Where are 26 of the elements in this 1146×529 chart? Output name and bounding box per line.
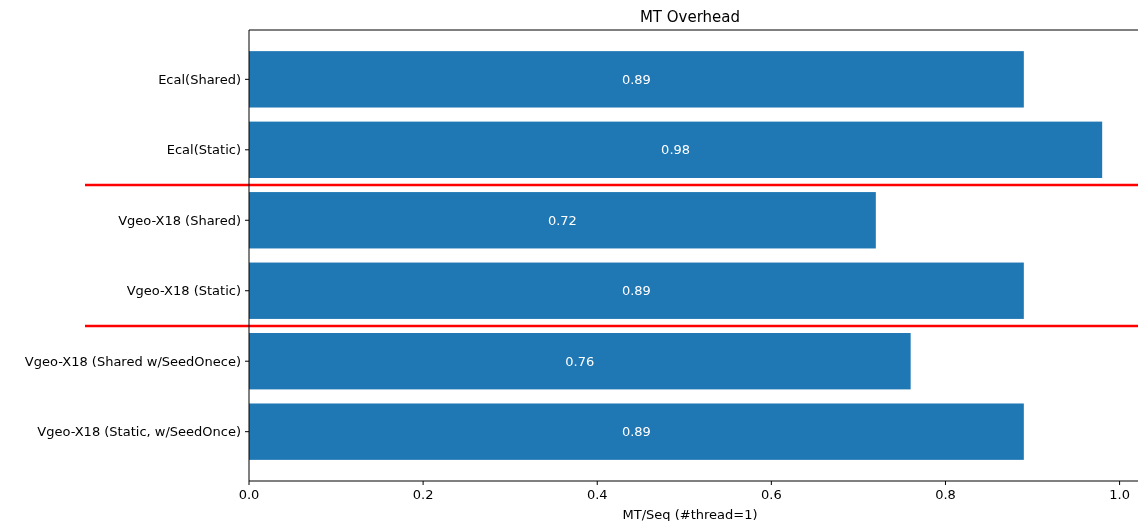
y-tick-label: Ecal(Static) bbox=[166, 142, 241, 158]
data-label: 0.98 bbox=[661, 142, 691, 158]
bar bbox=[249, 121, 1103, 178]
bar bbox=[249, 192, 876, 249]
bar bbox=[249, 333, 911, 390]
y-tick-label: Ecal(Shared) bbox=[158, 71, 241, 87]
data-label: 0.72 bbox=[547, 212, 577, 228]
data-label: 0.89 bbox=[621, 424, 651, 440]
bar bbox=[249, 51, 1024, 108]
x-axis-title: MT/Seq (#thread=1) bbox=[622, 507, 758, 522]
x-tick-label: 0.8 bbox=[935, 487, 956, 502]
x-tick-label: 0.6 bbox=[761, 487, 782, 502]
data-label: 0.89 bbox=[621, 71, 651, 87]
x-tick-label: 0.4 bbox=[586, 487, 608, 502]
x-tick-label: 0.2 bbox=[412, 487, 434, 502]
x-tick-label: 1.0 bbox=[1109, 487, 1130, 502]
y-tick-label: Vgeo-X18 (Static, w/SeedOnce) bbox=[37, 424, 241, 440]
bar bbox=[249, 403, 1024, 460]
y-tick-label: Vgeo-X18 (Shared) bbox=[118, 212, 241, 228]
y-tick-label: Vgeo-X18 (Static) bbox=[126, 283, 241, 299]
y-tick-label: Vgeo-X18 (Shared w/SeedOnece) bbox=[24, 353, 241, 369]
data-label: 0.89 bbox=[621, 283, 651, 299]
bar bbox=[249, 262, 1024, 319]
x-tick-label: 0.0 bbox=[238, 487, 260, 502]
data-label: 0.76 bbox=[565, 353, 595, 369]
chart-title: MT Overhead bbox=[639, 8, 741, 26]
